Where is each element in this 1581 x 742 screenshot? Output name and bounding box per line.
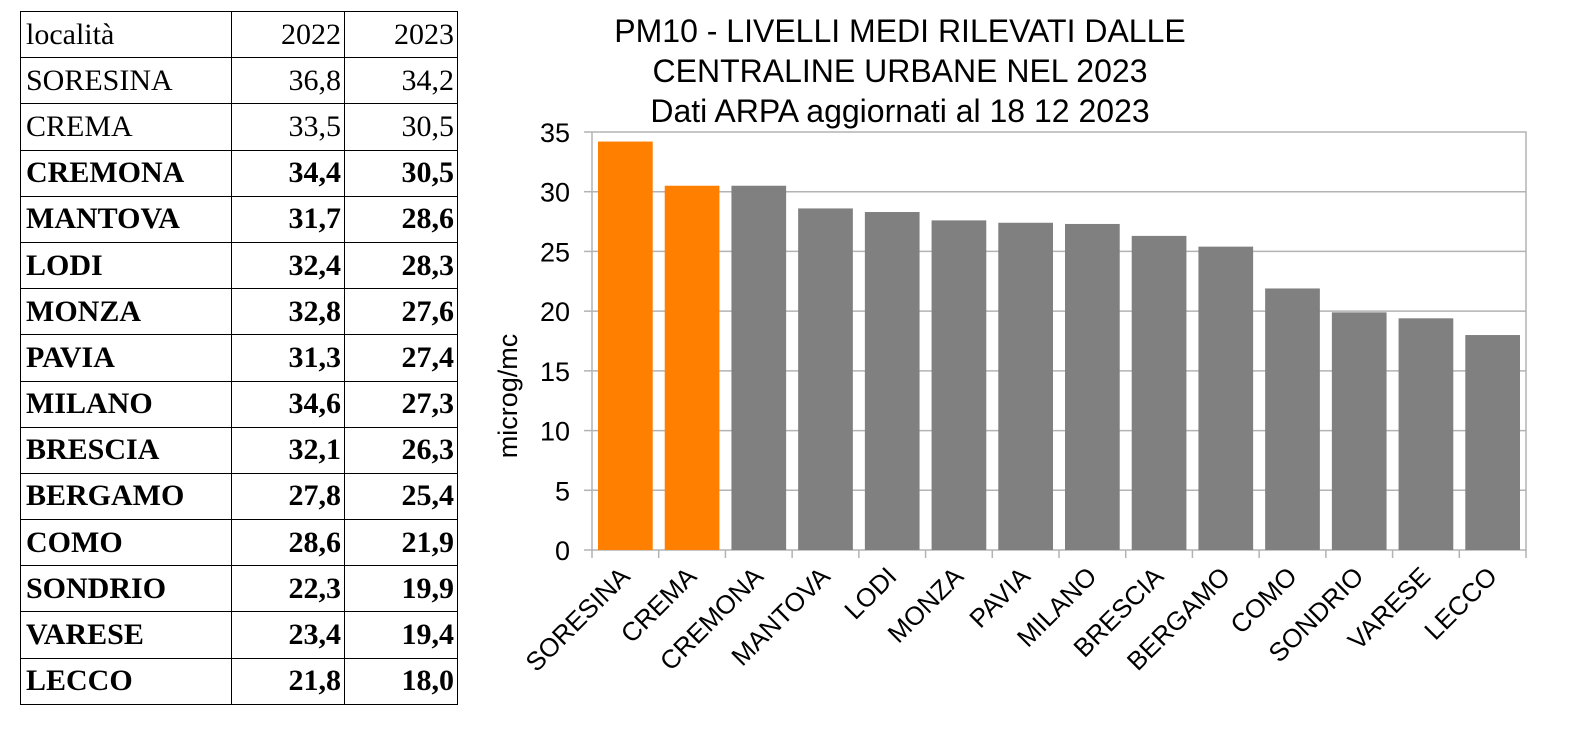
bar-mantova: [798, 208, 853, 551]
bar-sondrio: [1331, 312, 1387, 550]
value-2023-cell: 28,6: [344, 195, 458, 243]
value-2023-cell: 30,5: [344, 103, 458, 151]
bar-crema: [664, 185, 720, 550]
table-row: MILANO 34,6 27,3: [20, 380, 458, 428]
pm10-table: località 2022 2023 SORESINA 36,8 34,2 CREMA 33,…: [20, 10, 458, 705]
bar-brescia: [1131, 235, 1187, 550]
location-cell: LECCO: [20, 657, 232, 705]
value-2022-cell: 28,6: [231, 519, 345, 567]
bar-milano: [1065, 223, 1120, 550]
table-row: CREMONA 34,4 30,5: [20, 149, 458, 197]
y-tick-label: 25: [540, 237, 570, 267]
value-2022-cell: 21,8: [231, 657, 345, 705]
location-cell: MILANO: [20, 380, 232, 428]
chart-title-line-3: Dati ARPA aggiornati al 18 12 2023: [650, 93, 1149, 129]
table-header-cell: località: [20, 10, 232, 59]
value-2022-cell: 32,1: [231, 426, 345, 474]
value-2023-cell: 27,6: [344, 288, 458, 336]
value-2023-cell: 28,3: [344, 241, 458, 290]
value-2022-cell: 34,6: [231, 380, 345, 428]
x-tick-label: LECCO: [1418, 561, 1503, 646]
bar-lecco: [1465, 335, 1520, 550]
location-cell: BRESCIA: [20, 426, 232, 474]
y-tick-label: 15: [540, 357, 570, 387]
y-axis-label: microg/mc: [493, 334, 523, 459]
y-tick-label: 35: [540, 118, 570, 148]
table-header-cell: 2023: [344, 10, 458, 59]
value-2023-cell: 30,5: [344, 149, 458, 197]
table-row: LECCO 21,8 18,0: [20, 657, 458, 705]
value-2023-cell: 27,3: [344, 380, 458, 428]
table-row: MANTOVA 31,7 28,6: [20, 195, 458, 243]
location-cell: CREMONA: [20, 149, 232, 197]
value-2022-cell: 33,5: [231, 103, 345, 151]
location-cell: SONDRIO: [20, 565, 232, 613]
location-cell: MANTOVA: [20, 195, 232, 243]
x-tick-label: MONZA: [882, 561, 970, 649]
value-2023-cell: 18,0: [344, 657, 458, 705]
value-2023-cell: 19,9: [344, 565, 458, 613]
bar-cremona: [731, 185, 787, 550]
table-row: LODI 32,4 28,3: [20, 241, 458, 290]
chart-title-line-2: CENTRALINE URBANE NEL 2023: [653, 53, 1148, 89]
y-tick-label: 20: [540, 297, 570, 327]
x-tick-label: SORESINA: [519, 561, 636, 678]
bar-como: [1265, 288, 1320, 550]
table-row: BERGAMO 27,8 25,4: [20, 472, 458, 521]
location-cell: PAVIA: [20, 334, 232, 382]
table-header-row: località 2022 2023: [20, 10, 458, 59]
value-2023-cell: 25,4: [344, 472, 458, 521]
table-header-cell: 2022: [231, 10, 345, 59]
bar-varese: [1398, 318, 1454, 550]
value-2023-cell: 27,4: [344, 334, 458, 382]
value-2022-cell: 23,4: [231, 611, 345, 659]
chart-title-line-1: PM10 - LIVELLI MEDI RILEVATI DALLE: [614, 13, 1185, 49]
table-row: COMO 28,6 21,9: [20, 519, 458, 567]
y-tick-label: 5: [555, 476, 570, 506]
value-2022-cell: 32,8: [231, 288, 345, 336]
bar-lodi: [864, 212, 920, 550]
location-cell: COMO: [20, 519, 232, 567]
value-2023-cell: 19,4: [344, 611, 458, 659]
value-2022-cell: 34,4: [231, 149, 345, 197]
table-row: VARESE 23,4 19,4: [20, 611, 458, 659]
table-row: MONZA 32,8 27,6: [20, 288, 458, 336]
bar-pavia: [998, 222, 1053, 550]
bar-soresina: [598, 141, 653, 550]
plot-area: 05101520253035SORESINACREMACREMONAMANTOV…: [519, 118, 1527, 678]
table-row: PAVIA 31,3 27,4: [20, 334, 458, 382]
bar-bergamo: [1198, 246, 1254, 550]
table-row: SONDRIO 22,3 19,9: [20, 565, 458, 613]
value-2023-cell: 21,9: [344, 519, 458, 567]
y-tick-label: 10: [540, 417, 570, 447]
value-2022-cell: 27,8: [231, 472, 345, 521]
value-2022-cell: 32,4: [231, 241, 345, 290]
location-cell: VARESE: [20, 611, 232, 659]
bar-monza: [931, 220, 987, 550]
value-2022-cell: 31,3: [231, 334, 345, 382]
value-2023-cell: 34,2: [344, 57, 458, 105]
y-tick-label: 0: [555, 536, 570, 566]
y-tick-label: 30: [540, 178, 570, 208]
